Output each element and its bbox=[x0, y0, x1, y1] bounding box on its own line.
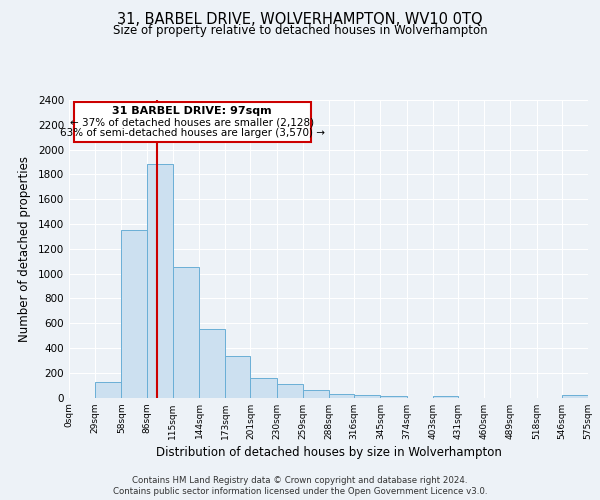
Bar bbox=[303, 390, 329, 398]
Text: ← 37% of detached houses are smaller (2,128): ← 37% of detached houses are smaller (2,… bbox=[70, 117, 314, 127]
Bar bbox=[380, 396, 407, 398]
Bar bbox=[95, 382, 121, 398]
FancyBboxPatch shape bbox=[74, 102, 311, 142]
Text: Contains public sector information licensed under the Open Government Licence v3: Contains public sector information licen… bbox=[113, 487, 487, 496]
Text: 31, BARBEL DRIVE, WOLVERHAMPTON, WV10 0TQ: 31, BARBEL DRIVE, WOLVERHAMPTON, WV10 0T… bbox=[117, 12, 483, 28]
Bar bbox=[199, 330, 225, 398]
Bar bbox=[433, 396, 458, 398]
Bar bbox=[329, 394, 354, 398]
Bar bbox=[121, 230, 146, 398]
Bar bbox=[250, 378, 277, 398]
Bar bbox=[562, 395, 588, 398]
Text: 63% of semi-detached houses are larger (3,570) →: 63% of semi-detached houses are larger (… bbox=[60, 128, 325, 138]
Bar bbox=[225, 356, 250, 398]
Text: Size of property relative to detached houses in Wolverhampton: Size of property relative to detached ho… bbox=[113, 24, 487, 37]
Text: 31 BARBEL DRIVE: 97sqm: 31 BARBEL DRIVE: 97sqm bbox=[112, 106, 272, 116]
Bar bbox=[277, 384, 303, 398]
Text: Contains HM Land Registry data © Crown copyright and database right 2024.: Contains HM Land Registry data © Crown c… bbox=[132, 476, 468, 485]
Bar bbox=[173, 268, 199, 398]
Bar bbox=[354, 395, 380, 398]
X-axis label: Distribution of detached houses by size in Wolverhampton: Distribution of detached houses by size … bbox=[155, 446, 502, 458]
Y-axis label: Number of detached properties: Number of detached properties bbox=[18, 156, 31, 342]
Bar bbox=[146, 164, 173, 398]
